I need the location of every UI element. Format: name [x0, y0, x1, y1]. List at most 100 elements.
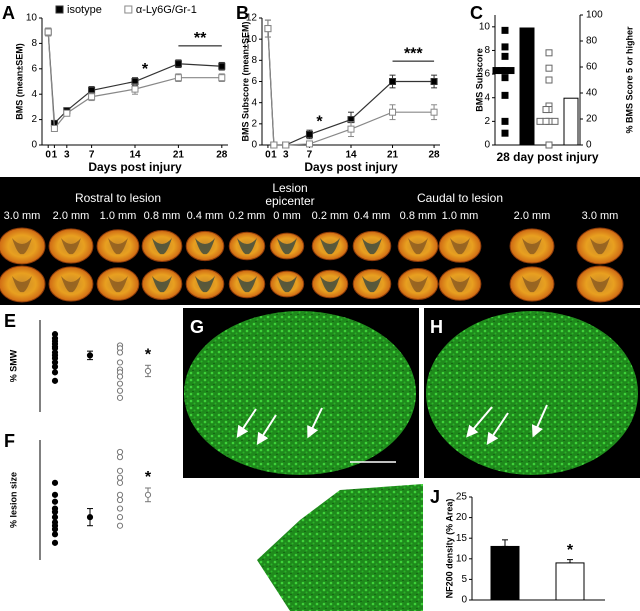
legend-label: α-Ly6G/Gr-1 — [136, 4, 197, 16]
legend-marker — [55, 5, 64, 14]
point — [116, 522, 124, 529]
annotation: * — [316, 113, 323, 130]
y-tick-label: 2 — [31, 114, 37, 125]
y-tick-label: 10 — [26, 13, 38, 24]
y-tick-label: 8 — [251, 55, 257, 66]
y-tick-label: 40 — [586, 88, 598, 99]
group-label: Caudal to lesion — [417, 191, 503, 205]
y-tick-label: 6 — [484, 69, 490, 80]
point — [218, 62, 226, 70]
x-tick-label: 14 — [129, 150, 141, 161]
distance-label: 0.2 mm — [229, 210, 266, 222]
point — [116, 380, 124, 387]
point — [51, 508, 59, 516]
point — [116, 349, 124, 356]
y-axis-label: BMS Subscore (mean±SEM) — [240, 22, 250, 142]
point — [501, 43, 509, 51]
point — [430, 108, 438, 116]
legend-label: isotype — [67, 4, 102, 16]
y-tick-label: 20 — [586, 114, 598, 125]
x-tick-label: 1 — [52, 150, 58, 161]
point — [545, 49, 553, 57]
y-tick-label: 12 — [246, 13, 258, 24]
micrograph-i — [257, 484, 423, 611]
x-tick-label: 21 — [173, 150, 185, 161]
distance-label: 0.4 mm — [187, 210, 224, 222]
point — [498, 67, 506, 75]
point — [305, 140, 313, 148]
gray-matter — [152, 276, 172, 293]
distance-label: 0 mm — [273, 210, 301, 222]
point — [51, 526, 59, 533]
gray-matter — [152, 238, 172, 255]
gray-matter — [320, 238, 340, 255]
distance-label: 3.0 mm — [582, 210, 619, 222]
y-tick-label: 2 — [484, 116, 490, 127]
gray-matter — [408, 238, 428, 255]
annotation: * — [142, 61, 149, 78]
cord-h — [426, 311, 638, 475]
point — [282, 141, 290, 149]
point — [51, 539, 59, 546]
point — [88, 93, 96, 101]
point — [131, 85, 139, 93]
point — [430, 78, 438, 85]
point — [305, 130, 313, 138]
y-tick-label: 8 — [31, 38, 37, 49]
y-tick-label: 4 — [31, 89, 37, 100]
group-label: epicenter — [265, 194, 314, 208]
error-bar — [502, 539, 508, 547]
gray-matter — [237, 238, 257, 255]
gray-matter — [450, 238, 470, 255]
y-tick-label: 0 — [586, 140, 592, 151]
point — [551, 117, 559, 125]
point — [116, 496, 124, 504]
y-tick-label: 8 — [484, 45, 490, 56]
x-tick-label: 7 — [89, 150, 95, 161]
point — [116, 491, 124, 498]
point — [174, 74, 182, 82]
gray-matter — [61, 276, 81, 293]
point — [501, 117, 509, 125]
y-tick-label: 0 — [31, 140, 37, 151]
gray-matter — [195, 238, 215, 255]
x-tick-label: 28 — [216, 150, 228, 161]
panel-letter: D — [2, 182, 15, 202]
panel-letter: I — [262, 489, 267, 509]
panel-letter: E — [4, 311, 16, 331]
point — [545, 64, 553, 72]
distance-label: 0.2 mm — [312, 210, 349, 222]
x-axis-label: Days post injury — [304, 160, 398, 174]
panel-letter: C — [470, 3, 483, 23]
panel-letter: H — [430, 317, 443, 337]
point — [51, 498, 59, 505]
x-tick-label: 28 — [429, 150, 441, 161]
point — [116, 454, 124, 461]
annotation: * — [145, 469, 152, 486]
y-axis-label: % SMW — [8, 349, 18, 382]
gray-matter — [195, 276, 215, 293]
point — [116, 505, 124, 512]
distance-label: 1.0 mm — [100, 210, 137, 222]
gray-matter — [277, 238, 297, 255]
point — [116, 394, 124, 401]
point — [44, 28, 52, 36]
y-tick-label: 20 — [456, 512, 468, 523]
cord-g — [184, 311, 416, 475]
gray-matter — [277, 276, 297, 293]
point — [389, 108, 397, 116]
point — [51, 531, 59, 538]
x-tick-label: 0 — [265, 150, 271, 161]
gray-matter — [590, 276, 610, 293]
y-tick-label: 6 — [31, 63, 37, 74]
point — [501, 74, 509, 82]
y-axis-label: BMS (mean±SEM) — [14, 43, 24, 119]
point — [63, 109, 71, 117]
point — [542, 117, 550, 125]
y-tick-label: 15 — [456, 533, 468, 544]
x-tick-label: 14 — [345, 150, 357, 161]
y-tick-label: 4 — [484, 92, 490, 103]
distance-label: 2.0 mm — [514, 210, 551, 222]
y-tick-label: 10 — [479, 21, 491, 32]
gray-matter — [61, 238, 81, 255]
